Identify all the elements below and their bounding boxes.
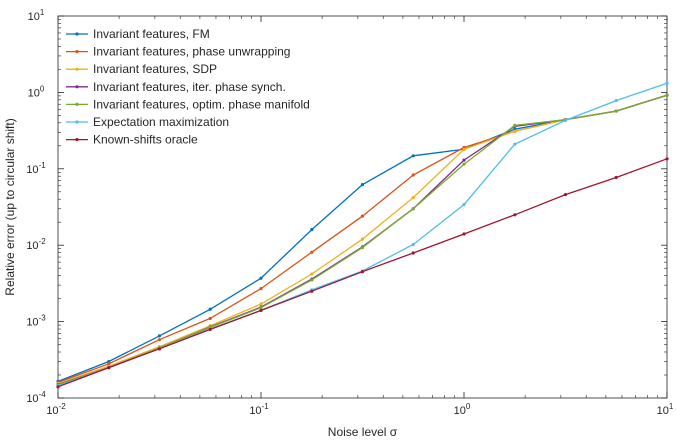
x-tick-label: 10-1 <box>249 402 269 417</box>
legend-label: Invariant features, iter. phase synch. <box>93 80 286 94</box>
series-7 <box>56 157 669 389</box>
data-point <box>310 278 314 282</box>
y-tick-label: 10-3 <box>26 314 46 329</box>
legend-marker <box>75 120 79 124</box>
data-point <box>208 316 212 321</box>
legend-marker <box>75 85 79 89</box>
x-tick-labels: 10-2 10-1 100 101 <box>46 402 674 417</box>
legend-entry: Invariant features, iter. phase synch. <box>66 80 286 94</box>
data-point <box>513 129 517 133</box>
data-point <box>614 109 618 113</box>
data-point <box>513 142 517 146</box>
x-tick-label: 10-2 <box>46 402 66 417</box>
data-point <box>360 183 365 187</box>
data-point <box>513 213 517 217</box>
data-point <box>310 289 314 293</box>
data-point <box>462 232 466 236</box>
plot-frame <box>57 15 668 399</box>
y-tick-label: 100 <box>28 84 45 99</box>
data-point <box>310 250 314 254</box>
data-point <box>208 307 212 311</box>
legend-marker <box>75 50 79 54</box>
data-point <box>259 276 263 280</box>
x-axis-label: Noise level σ <box>328 425 398 439</box>
legend-entry: Invariant features, phase unwrapping <box>66 45 290 59</box>
data-point <box>208 327 212 332</box>
data-point <box>462 202 466 207</box>
legend-entry: Invariant features, SDP <box>66 62 217 76</box>
legend-label: Invariant features, SDP <box>93 62 217 76</box>
data-point <box>462 158 466 162</box>
legend-entry: Expectation maximization <box>66 115 229 129</box>
data-point <box>411 173 415 177</box>
data-point <box>56 385 60 389</box>
legend-entry: Invariant features, optim. phase manifol… <box>66 97 310 111</box>
data-point <box>360 214 365 218</box>
legend: Invariant features, FM Invariant features… <box>66 27 310 147</box>
legend-entry: Known-shifts oracle <box>66 133 198 147</box>
legend-label: Known-shifts oracle <box>93 133 198 147</box>
data-point <box>310 228 314 232</box>
data-point <box>614 175 618 180</box>
data-point <box>614 99 618 103</box>
data-point <box>259 306 263 310</box>
data-point <box>513 123 517 127</box>
data-point <box>563 192 568 197</box>
y-tick-label: 10-2 <box>26 237 46 252</box>
data-point <box>107 362 111 366</box>
legend-label: Invariant features, FM <box>93 27 210 41</box>
data-point <box>107 365 111 370</box>
data-point <box>360 270 365 274</box>
data-point <box>411 154 415 158</box>
legend-label: Invariant features, phase unwrapping <box>93 45 290 59</box>
data-point <box>411 242 415 247</box>
major-ticks <box>57 15 668 399</box>
legend-marker <box>75 67 79 71</box>
y-tick-labels: 10-4 10-3 10-2 10-1 100 101 <box>26 8 46 405</box>
data-point <box>665 157 669 161</box>
data-point <box>462 147 466 151</box>
y-tick-label: 10-1 <box>26 161 46 176</box>
data-point <box>157 338 162 342</box>
y-tick-label: 101 <box>28 8 45 23</box>
x-tick-label: 101 <box>657 402 674 417</box>
y-tick-label: 10-4 <box>26 390 46 405</box>
legend-marker <box>75 32 79 36</box>
data-point <box>411 207 415 211</box>
x-tick-label: 100 <box>454 402 471 417</box>
data-point <box>411 251 415 255</box>
data-point <box>360 246 365 250</box>
data-point <box>259 287 263 291</box>
data-point <box>360 237 365 241</box>
data-point <box>259 308 263 313</box>
y-axis-label: Relative error (up to circular shift) <box>3 118 17 295</box>
legend-label: Invariant features, optim. phase manifol… <box>93 97 310 111</box>
data-point <box>310 272 314 276</box>
data-point <box>259 302 263 306</box>
plot-area <box>57 15 668 399</box>
data-point <box>107 359 111 364</box>
legend-marker <box>75 102 79 106</box>
data-point <box>157 347 162 351</box>
data-point <box>665 81 669 85</box>
data-point <box>411 195 415 200</box>
legend-label: Expectation maximization <box>93 115 229 129</box>
legend-entry: Invariant features, FM <box>66 27 210 41</box>
data-point <box>563 118 568 123</box>
data-point <box>157 334 162 338</box>
series-lines <box>56 81 669 389</box>
data-point <box>665 93 669 97</box>
minor-ticks <box>58 16 667 398</box>
legend-marker <box>75 138 79 142</box>
data-point <box>462 162 466 166</box>
